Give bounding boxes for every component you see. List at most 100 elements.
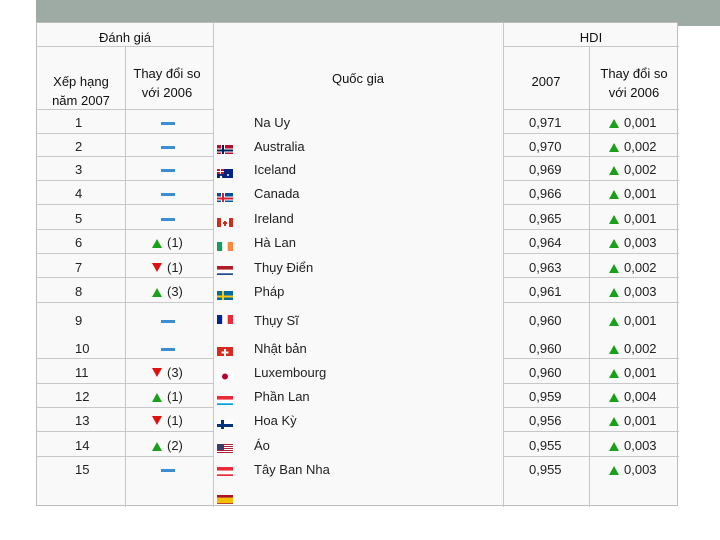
hdi-change-value: 0,004 (624, 389, 657, 404)
no-change-dash (161, 348, 175, 351)
japan-flag (217, 369, 233, 380)
arrow-down-icon (152, 263, 162, 272)
header-vsep-2 (503, 23, 504, 109)
rank-change-value: (1) (167, 260, 183, 275)
header-rating-group: Đánh giá (98, 30, 152, 45)
hdi-change-value: 0,003 (624, 438, 657, 453)
hdi-change-value: 0,001 (624, 313, 657, 328)
rank-cell: 7 (75, 260, 83, 275)
header-vsep-4 (589, 46, 590, 109)
hdi-change-value: 0,002 (624, 162, 657, 177)
hdi-change-cell: 0,001 (609, 365, 657, 380)
hdi-change-cell: 0,001 (609, 413, 657, 428)
hdi-change-cell: 0,004 (609, 389, 657, 404)
rank-cell: 3 (75, 162, 83, 177)
rank-change-value: (3) (167, 284, 183, 299)
hdi-value: 0,965 (529, 211, 562, 226)
arrow-up-icon (609, 288, 619, 297)
country-name: Australia (254, 139, 305, 154)
hdi-change-value: 0,001 (624, 211, 657, 226)
hdi-change-value: 0,003 (624, 235, 657, 250)
hdi-change-value: 0,002 (624, 341, 657, 356)
country-name: Canada (254, 186, 300, 201)
row-divider-right (503, 456, 679, 457)
rank-cell: 6 (75, 235, 83, 250)
arrow-up-icon (609, 264, 619, 273)
arrow-up-icon (609, 345, 619, 354)
no-change-dash (161, 469, 175, 472)
hdi-change-value: 0,003 (624, 284, 657, 299)
rank-cell: 12 (75, 389, 90, 404)
ireland-flag (217, 240, 233, 251)
arrow-up-icon (609, 166, 619, 175)
country-name: Pháp (254, 284, 285, 299)
hdi-change-cell: 0,003 (609, 235, 657, 250)
header-year-2007: 2007 (531, 74, 561, 89)
hdi-change-value: 0,002 (624, 260, 657, 275)
sweden-flag (217, 289, 233, 300)
arrow-up-icon (609, 190, 619, 199)
rank-change-cell: (2) (152, 438, 183, 453)
arrow-up-icon (609, 417, 619, 426)
header-divider-right (503, 46, 679, 47)
no-change-dash (161, 218, 175, 221)
rank-change-cell: (1) (152, 413, 183, 428)
finland-flag (217, 418, 233, 429)
arrow-up-icon (152, 239, 162, 248)
rank-cell: 15 (75, 462, 90, 477)
hdi-value: 0,959 (529, 389, 562, 404)
usa-flag (217, 442, 233, 453)
row-divider-right (503, 358, 679, 359)
hdi-value: 0,955 (529, 438, 562, 453)
rank-change-value: (1) (167, 389, 183, 404)
rank-change-cell: (1) (152, 235, 183, 250)
iceland-flag (217, 191, 233, 202)
top-banner-left-gap (0, 0, 36, 26)
header-vsep-1 (213, 23, 214, 109)
hdi-value: 0,963 (529, 260, 562, 275)
rank-cell: 5 (75, 211, 83, 226)
hdi-value: 0,955 (529, 462, 562, 477)
rank-cell: 1 (75, 115, 83, 130)
hdi-value: 0,960 (529, 365, 562, 380)
arrow-up-icon (609, 143, 619, 152)
row-divider-right (503, 302, 679, 303)
hdi-change-cell: 0,001 (609, 186, 657, 201)
hdi-change-value: 0,001 (624, 115, 657, 130)
country-name: Na Uy (254, 115, 291, 130)
row-divider-right (503, 133, 679, 134)
country-name: Thụy Sĩ (254, 313, 299, 328)
hdi-change-cell: 0,002 (609, 162, 657, 177)
hdi-change-cell: 0,002 (609, 139, 657, 154)
hdi-change-value: 0,001 (624, 186, 657, 201)
rank-cell: 13 (75, 413, 90, 428)
canada-flag (217, 216, 233, 227)
row-divider-right (503, 383, 679, 384)
hdi-change-cell: 0,003 (609, 284, 657, 299)
header-hdi-group: HDI (579, 30, 603, 45)
hdi-change-cell: 0,002 (609, 341, 657, 356)
country-name: Phần Lan (254, 389, 310, 404)
hdi-change-cell: 0,003 (609, 462, 657, 477)
france-flag (217, 313, 233, 324)
arrow-down-icon (152, 368, 162, 377)
hdi-change-value: 0,002 (624, 139, 657, 154)
header-hdi-change-vs-2006: Thay đổi so với 2006 (600, 66, 668, 100)
country-name: Hoa Kỳ (254, 413, 297, 428)
rank-change-cell: (1) (152, 260, 183, 275)
row-divider-right (503, 277, 679, 278)
rank-change-cell: (3) (152, 284, 183, 299)
rank-cell: 11 (75, 365, 89, 380)
country-name: Ireland (254, 211, 294, 226)
hdi-table: Đánh giá HDI Xếp hạng năm 2007 Thay đổi … (36, 22, 679, 507)
body-vsep-hdi (589, 109, 590, 507)
row-divider-right (503, 229, 679, 230)
row-divider-right (503, 156, 679, 157)
arrow-up-icon (609, 393, 619, 402)
hdi-value: 0,964 (529, 235, 562, 250)
no-change-dash (161, 122, 175, 125)
country-name: Luxembourg (254, 365, 327, 380)
spain-flag (217, 493, 233, 504)
hdi-value: 0,956 (529, 413, 562, 428)
switzerland-flag (217, 345, 233, 356)
